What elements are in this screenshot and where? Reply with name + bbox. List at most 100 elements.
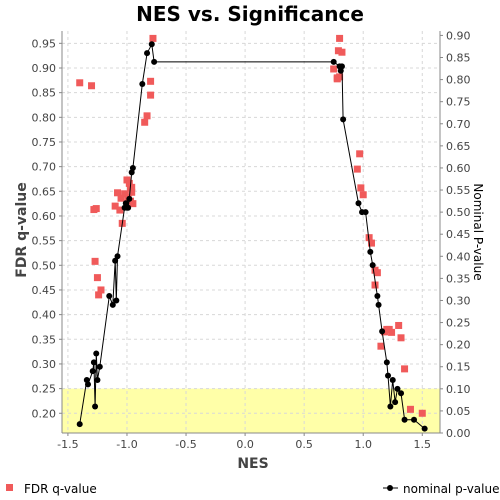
- nominal-point: [76, 421, 83, 428]
- fdr-point: [377, 342, 385, 350]
- nominal-point: [129, 164, 136, 171]
- x-tick-label: 0.5: [295, 438, 313, 451]
- y-right-tick-label: 0.30: [446, 294, 471, 307]
- nominal-point: [112, 257, 119, 264]
- y-right-tick-label: 0.40: [446, 250, 471, 263]
- y-right-tick-label: 0.90: [446, 29, 471, 42]
- fdr-point: [406, 405, 414, 413]
- y-left-tick-label: 0.85: [32, 87, 57, 100]
- y-right-tick-label: 0.00: [446, 427, 471, 440]
- x-tick-label: -1.0: [116, 438, 137, 451]
- legend-item-fdr[interactable]: FDR q-value: [6, 482, 97, 496]
- significance-band: [62, 388, 440, 433]
- y-right-tick-label: 0.60: [446, 162, 471, 175]
- x-tick-label: -1.5: [57, 438, 78, 451]
- nominal-point: [96, 363, 103, 370]
- y-left-tick-label: 0.30: [32, 358, 57, 371]
- y-axis-label-right: Nominal P-value: [471, 183, 485, 280]
- fdr-point: [395, 321, 403, 329]
- fdr-point: [367, 239, 375, 247]
- y-right-tick-label: 0.10: [446, 383, 471, 396]
- nominal-point: [362, 209, 369, 216]
- fdr-point: [97, 286, 105, 294]
- fdr-point: [353, 165, 361, 173]
- fdr-point: [95, 291, 103, 299]
- fdr-point: [93, 274, 101, 282]
- nominal-point: [89, 368, 96, 375]
- nominal-point: [90, 359, 97, 366]
- legend-fdr-marker: [6, 484, 13, 491]
- legend-item-nominal[interactable]: nominal p-value: [383, 482, 499, 496]
- legend-nominal-label: nominal p-value: [403, 482, 499, 496]
- fdr-point: [114, 189, 122, 197]
- nominal-point: [387, 403, 394, 410]
- legend-fdr-label: FDR q-value: [24, 482, 97, 496]
- nominal-point: [340, 116, 347, 123]
- y-right-tick-label: 0.55: [446, 184, 471, 197]
- x-tick-label: 1.5: [414, 438, 432, 451]
- y-left-tick-label: 0.90: [32, 62, 57, 75]
- fdr-point: [88, 82, 96, 90]
- y-right-tick-label: 0.35: [446, 272, 471, 285]
- y-right-tick-label: 0.50: [446, 206, 471, 219]
- fdr-point: [336, 34, 344, 42]
- fdr-point: [359, 191, 367, 199]
- y-right-tick-label: 0.85: [446, 52, 471, 65]
- fdr-point: [111, 202, 119, 210]
- nominal-point: [367, 248, 374, 255]
- y-right-tick-label: 0.15: [446, 361, 471, 374]
- chart-title: NES vs. Significance: [136, 2, 364, 26]
- y-left-tick-label: 0.95: [32, 37, 57, 50]
- fdr-point: [371, 281, 379, 289]
- nominal-point: [374, 293, 381, 300]
- y-left-tick-label: 0.35: [32, 333, 57, 346]
- y-right-tick-label: 0.25: [446, 317, 471, 330]
- y-left-tick-label: 0.55: [32, 235, 57, 248]
- nominal-point: [355, 200, 362, 207]
- nominal-point: [330, 58, 337, 65]
- y-right-tick-label: 0.80: [446, 74, 471, 87]
- y-right-tick-label: 0.45: [446, 228, 471, 241]
- y-left-tick-label: 0.50: [32, 259, 57, 272]
- y-right-tick-label: 0.65: [446, 140, 471, 153]
- fdr-point: [147, 77, 155, 85]
- fdr-point: [356, 150, 364, 158]
- y-left-tick-label: 0.60: [32, 210, 57, 223]
- nominal-point: [125, 204, 132, 211]
- nominal-point: [94, 376, 101, 383]
- fdr-point: [143, 112, 151, 120]
- y-left-tick-label: 0.70: [32, 161, 57, 174]
- fdr-point: [149, 34, 157, 42]
- fdr-point: [397, 334, 405, 342]
- y-right-tick-label: 0.70: [446, 118, 471, 131]
- nominal-point: [84, 381, 91, 388]
- nominal-point: [411, 416, 418, 423]
- nominal-point: [398, 390, 405, 397]
- y-left-tick-label: 0.65: [32, 185, 57, 198]
- nominal-point: [394, 385, 401, 392]
- nominal-point: [389, 376, 396, 383]
- nominal-point: [114, 253, 121, 260]
- y-right-tick-label: 0.05: [446, 405, 471, 418]
- y-left-tick-label: 0.25: [32, 383, 57, 396]
- nominal-point: [383, 359, 390, 366]
- nominal-point: [106, 293, 113, 300]
- nominal-point: [375, 301, 382, 308]
- fdr-point: [92, 205, 100, 213]
- x-tick-label: -0.5: [175, 438, 196, 451]
- legend: FDR q-value nominal p-value: [6, 482, 499, 496]
- fdr-point: [117, 194, 125, 202]
- nominal-point: [151, 58, 158, 65]
- nominal-point: [93, 350, 100, 357]
- y-left-tick-label: 0.20: [32, 407, 57, 420]
- nominal-point: [421, 425, 428, 432]
- fdr-point: [141, 118, 149, 126]
- nominal-point: [126, 195, 133, 202]
- fdr-point: [76, 79, 84, 87]
- fdr-point: [116, 206, 124, 214]
- nominal-point: [338, 63, 345, 70]
- fdr-point: [357, 184, 365, 192]
- nominal-point: [113, 297, 120, 304]
